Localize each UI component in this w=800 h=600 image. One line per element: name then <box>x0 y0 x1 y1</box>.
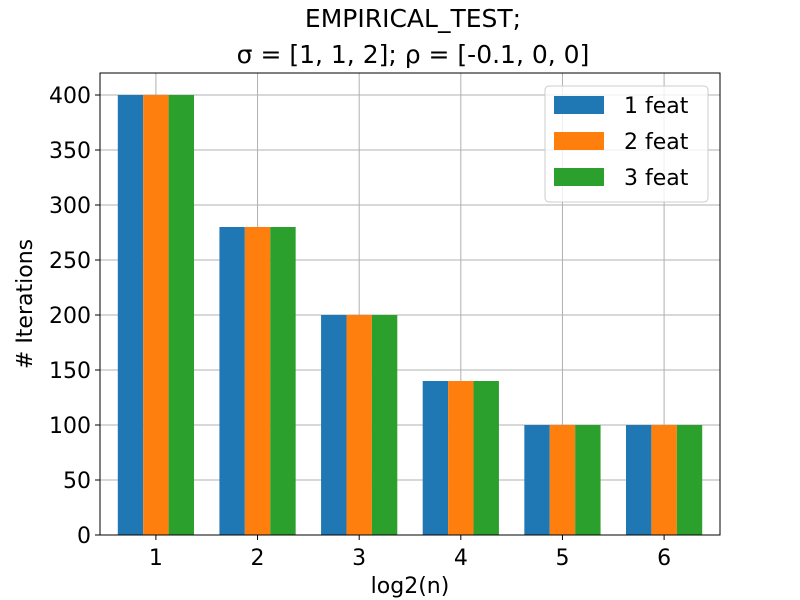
chart-subtitle: σ = [1, 1, 2]; ρ = [-0.1, 0, 0] <box>237 40 590 69</box>
bar-3-feat <box>168 95 195 535</box>
legend: 1 feat 2 feat 3 feat <box>544 85 709 203</box>
x-tick-label: 4 <box>454 546 468 571</box>
bar-2-feat <box>448 381 474 535</box>
legend-label: 1 feat <box>624 94 689 119</box>
legend-label: 2 feat <box>624 130 689 155</box>
y-tick-label: 50 <box>63 469 91 494</box>
x-axis-label: log2(n) <box>371 574 450 599</box>
bar-3-feat <box>575 425 601 535</box>
x-tick-label: 3 <box>352 546 366 571</box>
y-tick-label: 250 <box>49 249 91 274</box>
y-tick-label: 300 <box>49 194 91 219</box>
y-tick-label: 150 <box>49 359 91 384</box>
bar-2-feat <box>549 425 576 535</box>
chart-title: EMPIRICAL_TEST; <box>305 4 521 33</box>
y-tick-label: 200 <box>49 304 91 329</box>
bar-1-feat <box>321 315 347 535</box>
bar-2-feat <box>143 95 169 535</box>
x-tick-label: 6 <box>657 546 671 571</box>
legend-swatch <box>554 168 604 186</box>
bar-3-feat <box>676 425 703 535</box>
y-tick-label: 400 <box>49 84 91 109</box>
y-tick-label: 0 <box>77 524 91 549</box>
bar-3-feat <box>371 315 398 535</box>
bar-1-feat <box>219 227 245 535</box>
x-tick-label: 5 <box>555 546 569 571</box>
y-tick-label: 350 <box>49 139 91 164</box>
legend-label: 3 feat <box>624 166 689 191</box>
bar-2-feat <box>651 425 677 535</box>
bars <box>117 95 703 535</box>
legend-swatch <box>554 96 604 114</box>
bar-2-feat <box>244 227 271 535</box>
bar-2-feat <box>346 315 372 535</box>
bar-1-feat <box>117 95 144 535</box>
y-tick-label: 100 <box>49 414 91 439</box>
bar-1-feat <box>524 425 550 535</box>
legend-swatch <box>554 132 604 150</box>
y-axis-label: # Iterations <box>13 239 38 369</box>
x-tick-label: 1 <box>149 546 163 571</box>
bar-1-feat <box>625 425 652 535</box>
plot-frame <box>99 72 721 536</box>
x-tick-label: 2 <box>251 546 265 571</box>
ticks: 0 50 100 150 200 250 300 350 400 1 2 3 4 5 6 <box>49 84 671 571</box>
bar-3-feat <box>270 227 296 535</box>
bar-3-feat <box>473 381 499 535</box>
bar-1-feat <box>422 381 449 535</box>
